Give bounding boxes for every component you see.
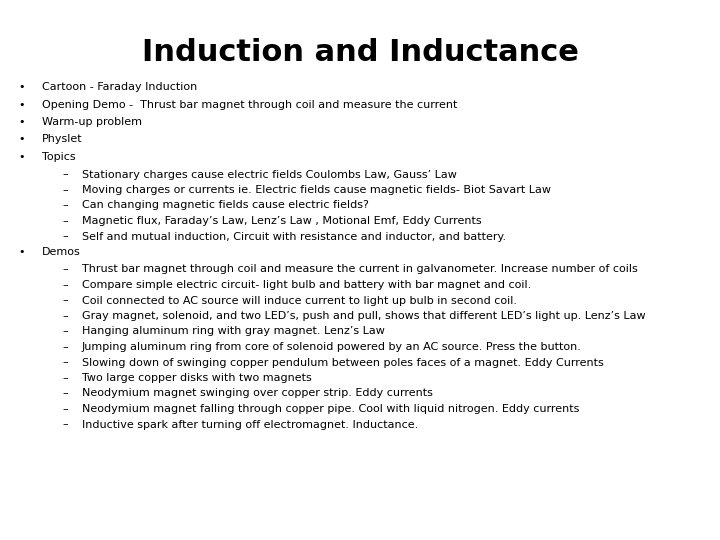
Text: –: – (62, 373, 68, 383)
Text: •: • (18, 152, 24, 162)
Text: •: • (18, 82, 24, 92)
Text: Opening Demo -  Thrust bar magnet through coil and measure the current: Opening Demo - Thrust bar magnet through… (42, 99, 457, 110)
Text: –: – (62, 342, 68, 352)
Text: Thrust bar magnet through coil and measure the current in galvanometer. Increase: Thrust bar magnet through coil and measu… (82, 265, 638, 274)
Text: •: • (18, 117, 24, 127)
Text: Jumping aluminum ring from core of solenoid powered by an AC source. Press the b: Jumping aluminum ring from core of solen… (82, 342, 582, 352)
Text: •: • (18, 247, 24, 257)
Text: Gray magnet, solenoid, and two LED’s, push and pull, shows that different LED’s : Gray magnet, solenoid, and two LED’s, pu… (82, 311, 646, 321)
Text: Cartoon - Faraday Induction: Cartoon - Faraday Induction (42, 82, 197, 92)
Text: –: – (62, 216, 68, 226)
Text: –: – (62, 420, 68, 429)
Text: –: – (62, 265, 68, 274)
Text: Two large copper disks with two magnets: Two large copper disks with two magnets (82, 373, 312, 383)
Text: Coil connected to AC source will induce current to light up bulb in second coil.: Coil connected to AC source will induce … (82, 295, 517, 306)
Text: Warm-up problem: Warm-up problem (42, 117, 142, 127)
Text: –: – (62, 404, 68, 414)
Text: –: – (62, 280, 68, 290)
Text: –: – (62, 232, 68, 241)
Text: –: – (62, 200, 68, 211)
Text: Neodymium magnet falling through copper pipe. Cool with liquid nitrogen. Eddy cu: Neodymium magnet falling through copper … (82, 404, 580, 414)
Text: Compare simple electric circuit- light bulb and battery with bar magnet and coil: Compare simple electric circuit- light b… (82, 280, 531, 290)
Text: –: – (62, 388, 68, 399)
Text: –: – (62, 357, 68, 368)
Text: •: • (18, 134, 24, 145)
Text: Hanging aluminum ring with gray magnet. Lenz’s Law: Hanging aluminum ring with gray magnet. … (82, 327, 385, 336)
Text: Induction and Inductance: Induction and Inductance (142, 38, 578, 67)
Text: Neodymium magnet swinging over copper strip. Eddy currents: Neodymium magnet swinging over copper st… (82, 388, 433, 399)
Text: Demos: Demos (42, 247, 81, 257)
Text: Magnetic flux, Faraday’s Law, Lenz’s Law , Motional Emf, Eddy Currents: Magnetic flux, Faraday’s Law, Lenz’s Law… (82, 216, 482, 226)
Text: –: – (62, 170, 68, 179)
Text: Can changing magnetic fields cause electric fields?: Can changing magnetic fields cause elect… (82, 200, 369, 211)
Text: –: – (62, 295, 68, 306)
Text: –: – (62, 185, 68, 195)
Text: Self and mutual induction, Circuit with resistance and inductor, and battery.: Self and mutual induction, Circuit with … (82, 232, 506, 241)
Text: Topics: Topics (42, 152, 76, 162)
Text: Stationary charges cause electric fields Coulombs Law, Gauss’ Law: Stationary charges cause electric fields… (82, 170, 457, 179)
Text: –: – (62, 311, 68, 321)
Text: Inductive spark after turning off electromagnet. Inductance.: Inductive spark after turning off electr… (82, 420, 418, 429)
Text: Moving charges or currents ie. Electric fields cause magnetic fields- Biot Savar: Moving charges or currents ie. Electric … (82, 185, 551, 195)
Text: Physlet: Physlet (42, 134, 83, 145)
Text: •: • (18, 99, 24, 110)
Text: –: – (62, 327, 68, 336)
Text: Slowing down of swinging copper pendulum between poles faces of a magnet. Eddy C: Slowing down of swinging copper pendulum… (82, 357, 604, 368)
